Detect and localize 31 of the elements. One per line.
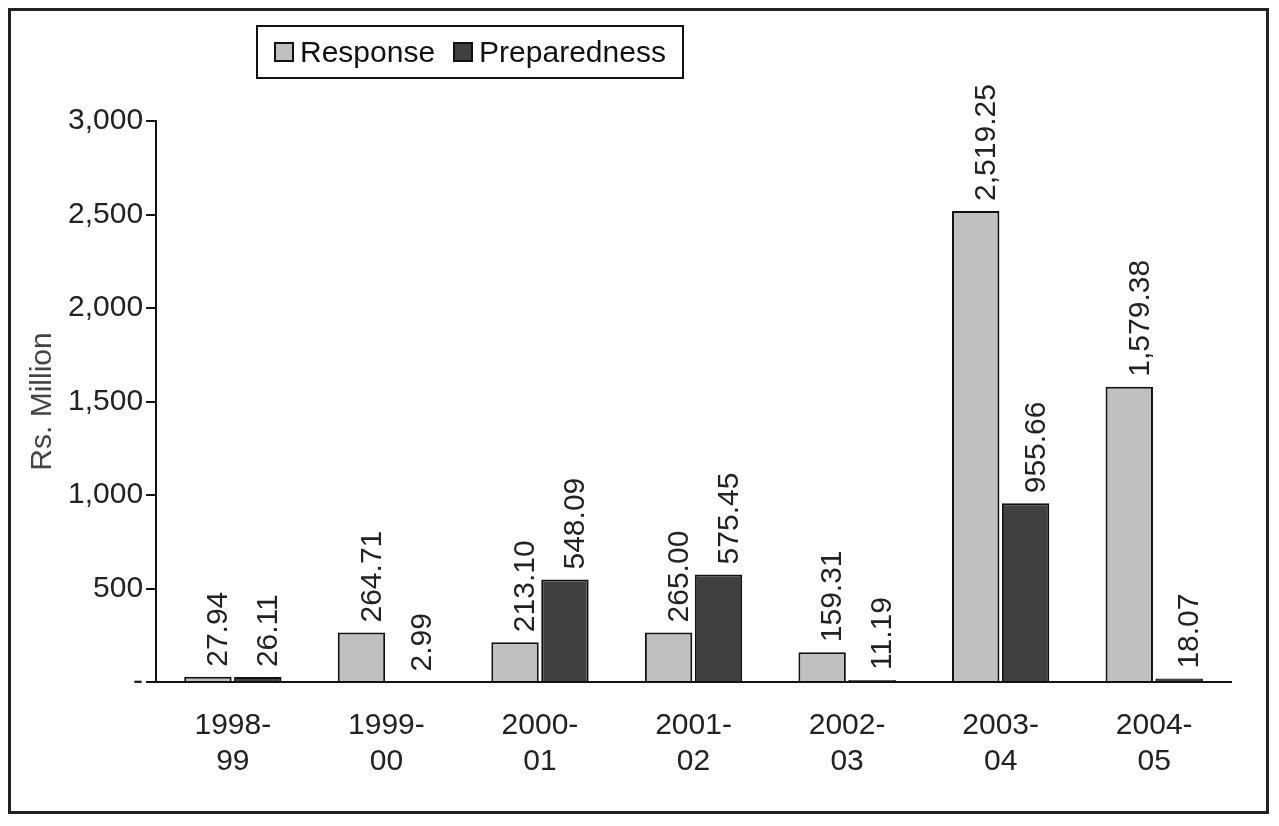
x-tick-label: 2000-01 [501,707,579,777]
y-axis-title: Rs. Million [24,332,58,471]
x-tick-label: 2002-03 [808,707,886,777]
data-label: 159.31 [814,550,848,643]
data-label: 548.09 [557,477,591,570]
legend-label: Preparedness [479,35,666,69]
data-label: 265.00 [660,530,694,623]
y-tick-label: 1,500 [68,382,144,416]
data-label: 575.45 [710,472,744,565]
y-tick-label: 3,000 [68,102,144,136]
x-tick-label: 1998-99 [194,707,272,777]
data-label: 18.07 [1171,593,1205,669]
data-label: 1,579.38 [1121,259,1155,377]
data-label: 955.66 [1017,401,1051,494]
data-label: 213.10 [507,540,541,633]
data-label: 11.19 [864,597,898,670]
data-label: 264.71 [353,530,387,623]
x-tick-label: 2001-02 [655,707,732,777]
x-tick-label: 2004-05 [1115,707,1193,777]
data-label: 2,519.25 [967,84,1001,201]
y-tick-label: 2,500 [68,195,144,229]
x-tick-label: 2003-04 [962,707,1040,777]
data-label: 2.99 [403,613,437,672]
y-tick-label: 500 [93,569,144,603]
data-label: 26.11 [250,594,284,668]
legend-label: Response [300,35,436,69]
y-tick-label: 2,000 [68,289,144,323]
data-label: 27.94 [200,591,234,667]
x-tick-label: 1999-00 [348,707,425,777]
y-tick-label: - [133,663,144,697]
y-tick-label: 1,000 [68,476,144,510]
